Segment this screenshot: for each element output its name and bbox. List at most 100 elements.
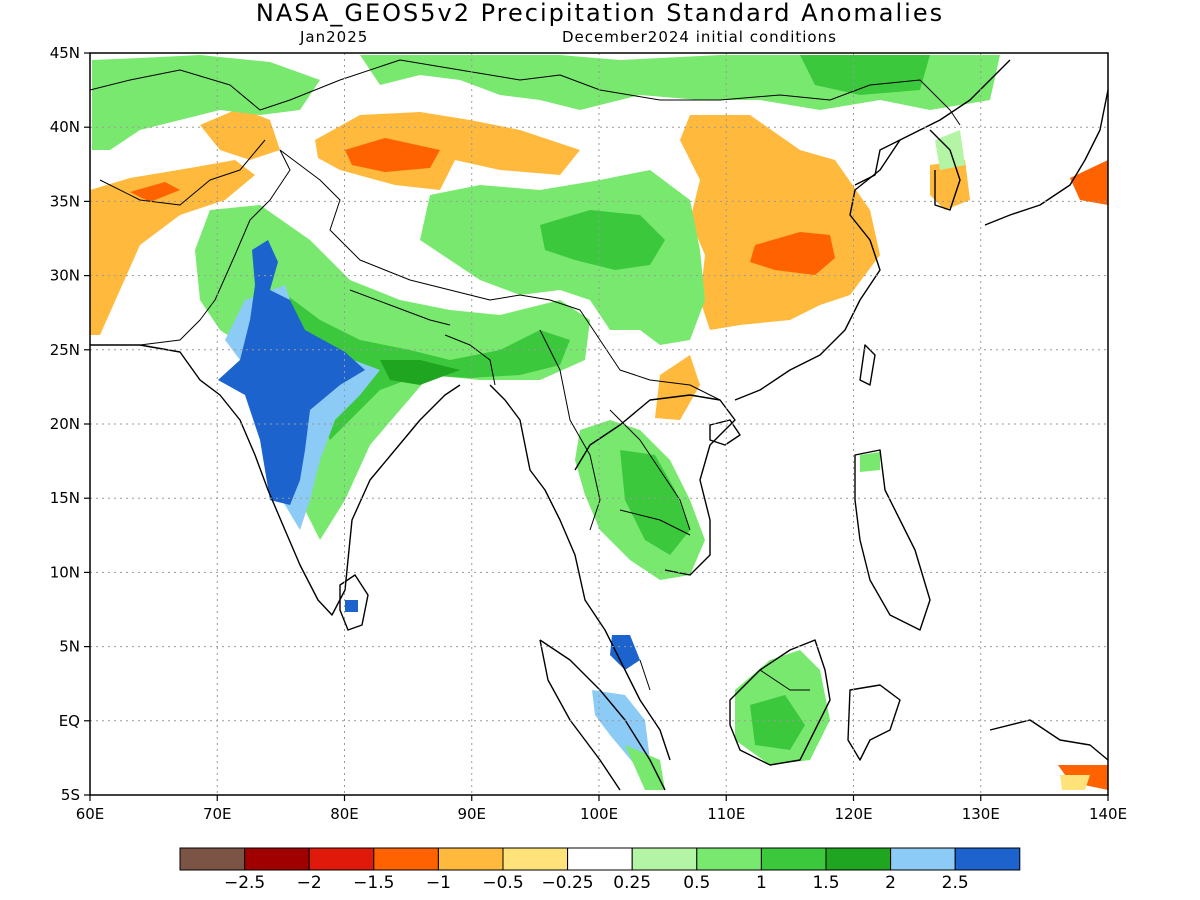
coast-bohai (854, 139, 901, 186)
lat-label: 30N (50, 267, 80, 285)
lat-label: 20N (50, 415, 80, 433)
wet-anomaly-malaya (592, 690, 650, 765)
dry-anomaly-iran-core (130, 182, 180, 202)
border-myanmar-thailand (539, 329, 601, 531)
dry-anomaly-south-china (655, 355, 700, 420)
border-cambodia (619, 509, 691, 536)
dry-anomalies (90, 108, 1108, 790)
lat-label: 45N (50, 44, 80, 62)
lon-label: 130E (962, 805, 1000, 823)
border-afghanistan (99, 139, 266, 206)
wet-anomaly-tibet-core (540, 210, 665, 270)
wet-anomaly-mongolia-dark (800, 55, 930, 95)
wet-anomaly-ganges-dark (380, 360, 460, 385)
colorbar-swatch (308, 847, 375, 871)
lat-label: EQ (59, 712, 80, 730)
lat-label: 25N (50, 341, 80, 359)
coast-indian-subcontinent (90, 344, 461, 616)
coastlines (90, 59, 1109, 791)
border-pakistan-india (90, 149, 291, 346)
border-laos-vietnam (609, 409, 691, 531)
coast-southeast-asia (574, 394, 736, 576)
dry-anomaly-east-china-core (750, 232, 835, 275)
coast-taiwan (859, 344, 876, 386)
colorbar-label: −2 (297, 873, 322, 893)
lat-label: 35N (50, 192, 80, 210)
forecast-month: Jan2025 (300, 28, 369, 46)
wet-anomaly-philippines (860, 452, 880, 472)
strong-wet-anomaly-india (218, 240, 365, 505)
colorbar-label: 2.5 (942, 873, 969, 893)
dry-anomaly-iran-afghanistan (90, 160, 255, 335)
wet-anomaly-malaya-light (625, 745, 665, 790)
latitude-labels: 45N 40N 35N 30N 25N 20N 15N 10N 5N EQ 5S (50, 44, 80, 804)
lon-label: 110E (707, 805, 745, 823)
longitude-labels: 60E 70E 80E 90E 100E 110E 120E 130E 140E (76, 805, 1127, 823)
lon-label: 90E (457, 805, 486, 823)
colorbar-label: 2 (885, 873, 896, 893)
coast-sumatra (539, 639, 666, 791)
wet-anomaly-borneo-dark (750, 695, 805, 750)
lon-label: 70E (203, 805, 232, 823)
dry-anomaly-korea (930, 160, 970, 210)
coast-china-east (734, 59, 1011, 401)
border-borneo (759, 669, 810, 691)
colorbar-swatch (437, 847, 504, 871)
colorbar-swatch (373, 847, 439, 871)
coast-sri-lanka (339, 574, 369, 631)
strong-wet-anomaly-sumatra (610, 635, 640, 670)
colorbar-label: 1.5 (812, 873, 839, 893)
border-malaysia (639, 659, 651, 691)
wet-anomaly-tibet (420, 170, 705, 345)
dry-anomaly-kashmir (200, 108, 280, 160)
coast-philippines (854, 449, 931, 631)
strong-wet-anomaly-sri-lanka (345, 600, 358, 612)
coast-bay-of-bengal-east (489, 384, 671, 761)
dry-anomaly-png-light (1060, 775, 1090, 790)
colorbar-swatch (890, 847, 956, 871)
anomaly-fields (90, 55, 1108, 790)
lon-label: 140E (1089, 805, 1127, 823)
dry-anomaly-east-china (680, 115, 880, 330)
initial-conditions-label: December2024 initial conditions (562, 28, 837, 46)
lon-label: 100E (580, 805, 618, 823)
coast-japan (984, 89, 1109, 226)
lat-label: 5S (61, 786, 80, 804)
lat-label: 15N (50, 489, 80, 507)
coast-sumatra-west (539, 639, 621, 791)
border-bangladesh (444, 334, 496, 386)
dry-anomaly-japan (1070, 160, 1108, 205)
wet-anomaly-indochina-dark (620, 450, 690, 555)
colorbar-swatch (696, 847, 762, 871)
map-title: NASA_GEOS5v2 Precipitation Standard Anom… (255, 0, 945, 27)
border-nepal (349, 289, 451, 326)
colorbar-label: −0.25 (542, 873, 594, 893)
lon-label: 120E (834, 805, 872, 823)
border-china-mongolia (339, 59, 961, 126)
colorbar-swatch (631, 847, 698, 871)
coast-new-guinea (989, 719, 1109, 761)
colorbar-swatch (244, 847, 310, 871)
colorbar-label: −1.5 (353, 873, 394, 893)
colorbar-label: −2.5 (224, 873, 265, 893)
coast-sulawesi (847, 684, 901, 761)
coast-borneo (729, 639, 831, 766)
lat-label: 40N (50, 118, 80, 136)
colorbar-label: −1 (426, 873, 451, 893)
colorbar-swatch (179, 847, 246, 871)
lat-label: 10N (50, 563, 80, 581)
lat-label: 5N (59, 638, 80, 656)
coast-korea (929, 129, 961, 211)
colorbar-label: 1 (756, 873, 767, 893)
dry-anomaly-tarim-core (345, 138, 440, 172)
colorbar-swatch (954, 847, 1021, 871)
colorbar-label: −0.5 (482, 873, 523, 893)
wet-anomaly-central-asia (92, 55, 320, 150)
strong-wet-anomalies (218, 240, 640, 670)
axis-ticks (84, 52, 1109, 801)
lon-label: 60E (76, 805, 105, 823)
colorbar-label: 0.5 (683, 873, 710, 893)
political-borders (89, 59, 961, 691)
colorbar: −2.5 −2 −1.5 −1 −0.5 −0.25 0.25 0.5 1 1.5 2 2.5 (179, 847, 1021, 893)
